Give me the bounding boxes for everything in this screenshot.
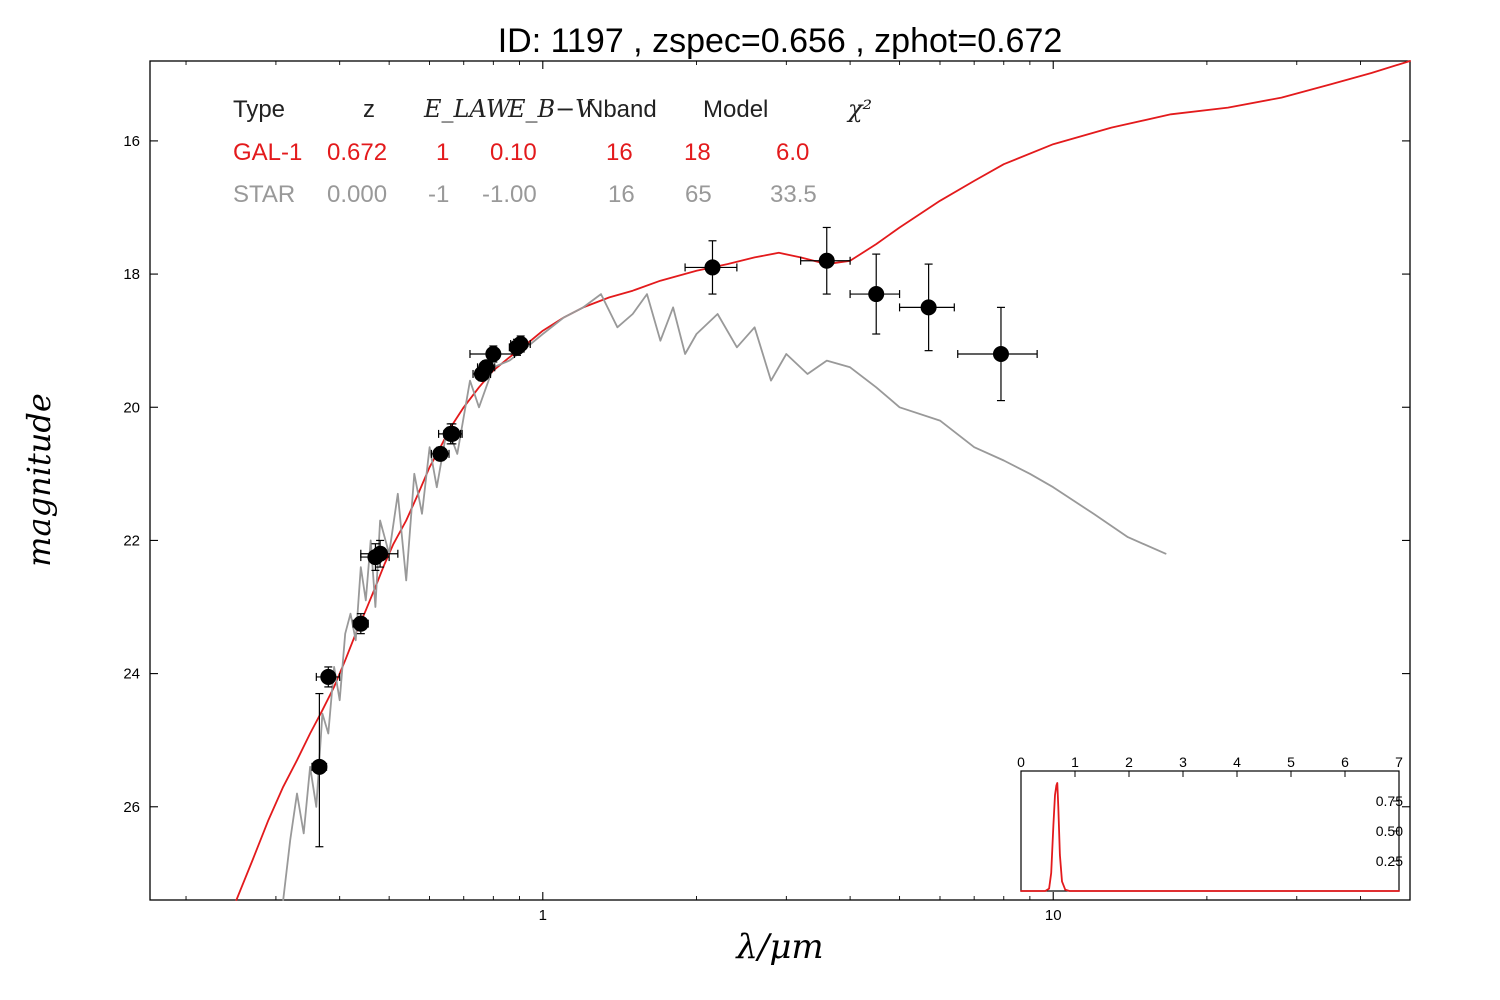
- legend-gal-z: 0.672: [327, 139, 387, 166]
- inset-x-tick-label: 2: [1125, 754, 1133, 770]
- chart-title: ID: 1197 , zspec=0.656 , zphot=0.672: [498, 22, 1063, 60]
- legend-star-chi2: 33.5: [770, 181, 817, 208]
- photometry-point: [920, 299, 937, 316]
- legend-header-z: z: [363, 96, 375, 123]
- photometry-point: [372, 545, 389, 562]
- legend-gal-model: 18: [684, 139, 711, 166]
- legend-header-chi2: χ²: [846, 95, 872, 123]
- legend-gal-nband: 16: [606, 139, 633, 166]
- legend-gal-chi2: 6.0: [776, 139, 809, 166]
- inset-x-tick-label: 4: [1233, 754, 1241, 770]
- photometry-point: [432, 445, 449, 462]
- x-axis-label: λ/μm: [734, 927, 823, 967]
- y-tick-label: 20: [123, 399, 140, 416]
- legend-star-ebv: -1.00: [482, 181, 537, 208]
- y-tick-label: 18: [123, 266, 140, 283]
- y-tick-label: 22: [123, 532, 140, 549]
- inset-pz-line: [1020, 782, 1400, 892]
- inset-axes: 0 1 2 3 4 5 6 7 0.25 0.50 0.75: [1017, 754, 1403, 869]
- photometry-point: [868, 286, 885, 303]
- legend-star-nband: 16: [608, 181, 635, 208]
- legend-row-star: STAR 0.000 -1 -1.00 16 65 33.5: [233, 181, 817, 208]
- photometry-point: [444, 425, 461, 442]
- inset-x-tick-label: 7: [1395, 754, 1403, 770]
- inset-x-tick-label: 3: [1179, 754, 1187, 770]
- legend-header-model: Model: [703, 96, 768, 123]
- y-tick-label: 26: [123, 799, 140, 816]
- legend-table: Type z E_LAW E_B−V Nband Model χ² GAL-1 …: [233, 95, 872, 208]
- inset-y-tick-label: 0.50: [1376, 823, 1403, 839]
- photometry-point: [478, 359, 495, 376]
- photometry-point: [320, 668, 337, 685]
- legend-header-nband: Nband: [586, 96, 657, 123]
- legend-header-type: Type: [233, 96, 285, 123]
- inset-y-tick-label: 0.75: [1376, 793, 1403, 809]
- photometry-point: [818, 252, 835, 269]
- star-series-line: [282, 293, 1167, 901]
- legend-gal-ebv: 0.10: [490, 139, 537, 166]
- inset-x-tick-label: 0: [1017, 754, 1025, 770]
- photometry-point: [485, 345, 502, 362]
- photometry-point: [311, 758, 328, 775]
- legend-header-elaw: E_LAW: [423, 95, 513, 123]
- inset-frame: [1020, 770, 1400, 892]
- photometry-point: [512, 335, 529, 352]
- inset-x-tick-label: 1: [1071, 754, 1079, 770]
- x-tick-label: 1: [539, 907, 547, 924]
- series-layer: [235, 60, 1411, 901]
- legend-gal-elaw: 1: [436, 139, 449, 166]
- inset-x-tick-label: 5: [1287, 754, 1295, 770]
- legend-star-z: 0.000: [327, 181, 387, 208]
- legend-header-ebv: E_B−V: [507, 95, 595, 123]
- y-tick-label: 24: [123, 666, 140, 683]
- inset-x-tick-label: 6: [1341, 754, 1349, 770]
- gal-1-series-line: [235, 60, 1411, 901]
- inset-y-tick-label: 0.25: [1376, 853, 1403, 869]
- plot-frame: [149, 60, 1411, 901]
- legend-row-gal: GAL-1 0.672 1 0.10 16 18 6.0: [233, 139, 809, 166]
- pz-inset: 0 1 2 3 4 5 6 7 0.25 0.50 0.75: [1017, 754, 1403, 892]
- legend-star-model: 65: [685, 181, 712, 208]
- inset-series: [1020, 782, 1400, 892]
- photometry-point: [992, 345, 1009, 362]
- y-axis-label: magnitude: [20, 393, 58, 567]
- legend-gal-type: GAL-1: [233, 139, 302, 166]
- x-tick-label: 10: [1045, 907, 1062, 924]
- legend-star-type: STAR: [233, 181, 295, 208]
- plot-area: [149, 60, 1411, 901]
- photometry-point: [704, 259, 721, 276]
- photometry-points: [311, 226, 1038, 848]
- photometry-point: [352, 615, 369, 632]
- legend-star-elaw: -1: [428, 181, 449, 208]
- y-tick-label: 16: [123, 133, 140, 150]
